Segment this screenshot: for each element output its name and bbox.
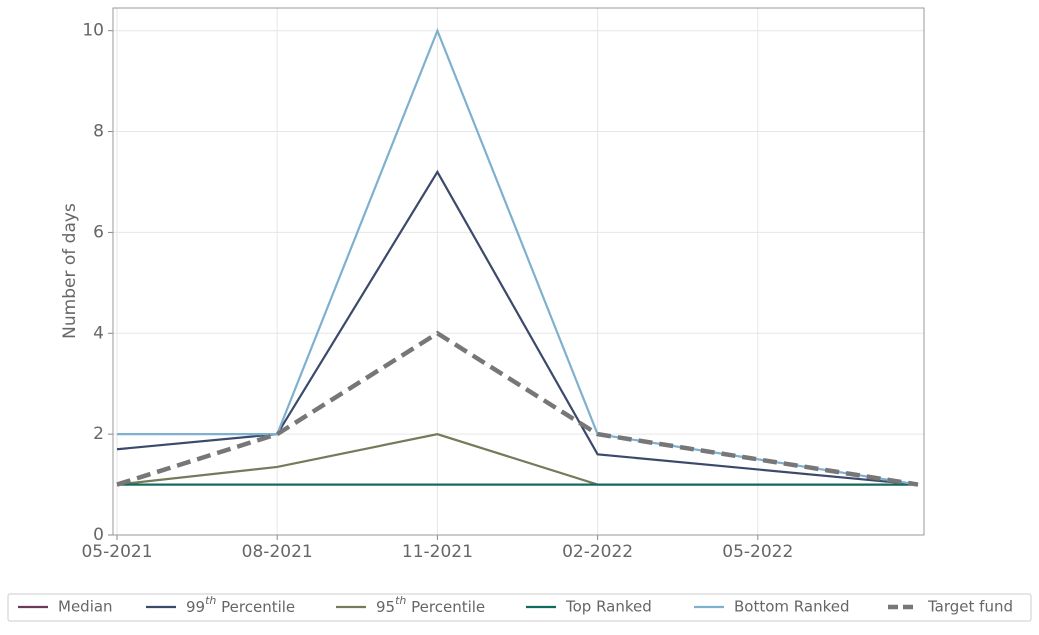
plot-frame: [112, 7, 925, 536]
y-tick-label: 0: [93, 525, 104, 545]
legend-label: Median: [58, 598, 113, 616]
y-tick-label: 6: [93, 222, 104, 242]
x-tick-label: 05-2021: [81, 542, 152, 562]
legend: Median 99th Percentile 95th Percentile Top …: [7, 593, 1032, 622]
legend-label: Target fund: [927, 598, 1013, 616]
series-line: [116, 433, 918, 486]
x-tick-label: 02-2022: [562, 542, 633, 562]
legend-label: Top Ranked: [565, 598, 652, 616]
y-tick-label: 4: [93, 323, 104, 343]
x-tick-label: 08-2021: [242, 542, 313, 562]
y-axis-label: Number of days: [60, 203, 80, 339]
series-line: [116, 330, 919, 487]
legend-label: 95th Percentile: [376, 594, 485, 616]
y-tick-label: 8: [93, 122, 104, 142]
legend-label: 99th Percentile: [186, 594, 295, 616]
legend-box: [7, 593, 1032, 622]
series-line: [116, 169, 919, 486]
x-tick-label: 11-2021: [402, 542, 473, 562]
y-tick-label: 2: [93, 424, 104, 444]
x-tick-label: 05-2022: [722, 542, 793, 562]
y-tick-label: 10: [82, 21, 104, 41]
series-line: [117, 27, 919, 486]
legend-label: Bottom Ranked: [734, 598, 849, 616]
